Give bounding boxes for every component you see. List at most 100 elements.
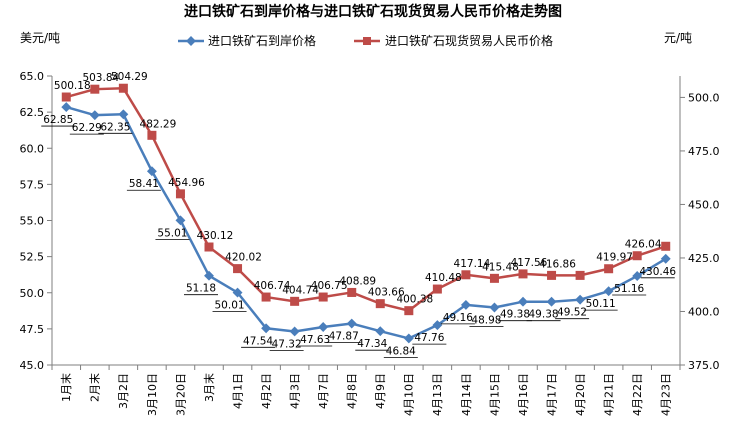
rmb-price-point <box>432 284 442 294</box>
x-tick-label: 4月9日 <box>374 373 387 409</box>
right-tick-label: 450.0 <box>688 198 720 211</box>
rmb-price-data-label: 482.29 <box>140 118 177 130</box>
cif-price-data-label: 48.98 <box>471 314 501 326</box>
rmb-price-data-label: 400.38 <box>396 294 433 306</box>
right-tick-label: 425.0 <box>688 252 720 265</box>
cif-price-data-label: 55.01 <box>157 227 187 239</box>
cif-price-data-label: 58.41 <box>129 178 159 190</box>
x-tick-label: 2月末 <box>88 373 102 402</box>
cif-price-data-label: 49.16 <box>443 312 473 324</box>
cif-price-point <box>403 333 414 344</box>
cif-price-point <box>261 323 272 334</box>
cif-price-data-label: 62.35 <box>100 121 130 133</box>
cif-price-point <box>232 287 243 298</box>
plot-area: 45.0 47.5 50.0 52.5 55.0 57.5 60.0 62.5 65.0 375.… <box>20 70 720 416</box>
cif-price-data-label: 47.87 <box>329 331 359 343</box>
left-tick-label: 65.0 <box>20 70 45 83</box>
cif-price-data-label: 49.38 <box>500 309 530 321</box>
cif-price-data-label: 62.85 <box>43 114 73 126</box>
rmb-price-data-label: 416.86 <box>539 258 576 270</box>
legend-label-rmb-price: 进口铁矿石现货贸易人民币价格 <box>385 33 553 48</box>
left-tick-label: 45.0 <box>20 359 45 372</box>
rmb-price-data-label: 417.56 <box>511 257 548 269</box>
x-tick-label: 3月末 <box>202 373 216 402</box>
left-tick-label: 57.5 <box>20 178 45 191</box>
left-tick-label: 60.0 <box>20 142 45 155</box>
cif-price-point <box>118 109 129 120</box>
cif-price-data-label: 47.32 <box>272 338 302 350</box>
cif-price-data-label: 47.54 <box>243 335 273 347</box>
rmb-price-point <box>318 292 328 302</box>
cif-price-point <box>518 296 528 307</box>
cif-price-point <box>204 270 214 281</box>
cif-price-point <box>546 296 557 307</box>
right-tick-label: 400.0 <box>688 305 720 318</box>
cif-price-data-label: 49.38 <box>529 309 559 321</box>
cif-price-point <box>489 302 500 313</box>
cif-price-data-label: 46.84 <box>386 345 416 357</box>
cif-price-point <box>89 110 100 121</box>
cif-price-data-label: 47.34 <box>357 338 387 350</box>
x-tick-label: 3月2日 <box>117 373 130 409</box>
right-tick-label: 475.0 <box>688 145 720 158</box>
right-tick-label: 375.0 <box>688 359 720 372</box>
rmb-price-data-label: 426.04 <box>625 239 662 251</box>
rmb-price-point <box>290 296 300 306</box>
cif-price-data-label: 50.11 <box>586 298 616 310</box>
cif-price-point <box>575 294 586 305</box>
rmb-price-data-label: 404.74 <box>282 284 319 296</box>
cif-price-point <box>289 326 300 337</box>
rmb-price-data-label: 410.48 <box>425 272 462 284</box>
left-tick-label: 62.5 <box>20 106 45 119</box>
right-tick-label: 500.0 <box>688 91 720 104</box>
right-axis-unit: 元/吨 <box>664 31 692 45</box>
x-tick-label: 4月17日 <box>545 373 558 416</box>
left-tick-label: 52.5 <box>20 251 45 264</box>
rmb-price-point <box>175 189 185 199</box>
x-tick-label: 4月14日 <box>460 373 473 416</box>
rmb-price-data-label: 406.75 <box>311 280 348 292</box>
cif-price-data-label: 49.52 <box>557 307 587 319</box>
legend-marker-square-icon <box>363 37 371 45</box>
left-axis-unit: 美元/吨 <box>20 31 60 45</box>
x-tick-label: 4月23日 <box>660 373 673 416</box>
x-tick-label: 4月15日 <box>488 373 501 416</box>
cif-price-data-label: 62.29 <box>72 122 102 134</box>
rmb-price-data-label: 503.84 <box>82 72 119 84</box>
rmb-price-point <box>461 270 471 280</box>
rmb-price-point <box>404 306 414 316</box>
chart-title: 进口铁矿石到岸价格与进口铁矿石现货贸易人民币价格走势图 <box>184 3 562 20</box>
cif-price-point <box>603 286 614 297</box>
rmb-price-point <box>118 83 128 93</box>
rmb-price-point <box>347 287 357 297</box>
left-tick-label: 55.0 <box>20 215 45 228</box>
rmb-price-point <box>547 270 557 280</box>
rmb-price-point <box>90 84 100 94</box>
cif-price-point <box>346 318 357 329</box>
left-tick-label: 47.5 <box>20 323 45 336</box>
cif-price-data-label: 50.01 <box>215 300 245 312</box>
cif-price-point <box>432 320 443 331</box>
legend-marker-diamond-icon <box>186 36 196 46</box>
cif-price-data-label: 47.63 <box>300 334 330 346</box>
cif-price-data-label: 51.18 <box>186 283 216 295</box>
rmb-price-point <box>233 264 243 274</box>
rmb-price-data-label: 500.18 <box>54 80 91 92</box>
rmb-price-point <box>147 130 157 140</box>
rmb-price-point <box>604 264 614 274</box>
rmb-price-data-label: 419.97 <box>596 252 633 264</box>
x-tick-label: 4月13日 <box>431 373 444 416</box>
rmb-price-point <box>489 273 499 283</box>
rmb-price-point <box>575 270 585 280</box>
x-tick-label: 4月22日 <box>631 373 644 416</box>
cif-price-data-label: 430.46 <box>639 266 676 278</box>
cif-price-data-label: 51.16 <box>614 283 644 295</box>
x-tick-label: 4月1日 <box>231 373 244 409</box>
rmb-price-point <box>261 292 271 302</box>
cif-price-line <box>65 105 667 340</box>
rmb-price-data-label: 415.48 <box>482 261 519 273</box>
legend-label-cif-price: 进口铁矿石到岸价格 <box>208 33 316 48</box>
rmb-price-point <box>518 269 528 279</box>
x-tick-label: 1月末 <box>59 373 73 402</box>
